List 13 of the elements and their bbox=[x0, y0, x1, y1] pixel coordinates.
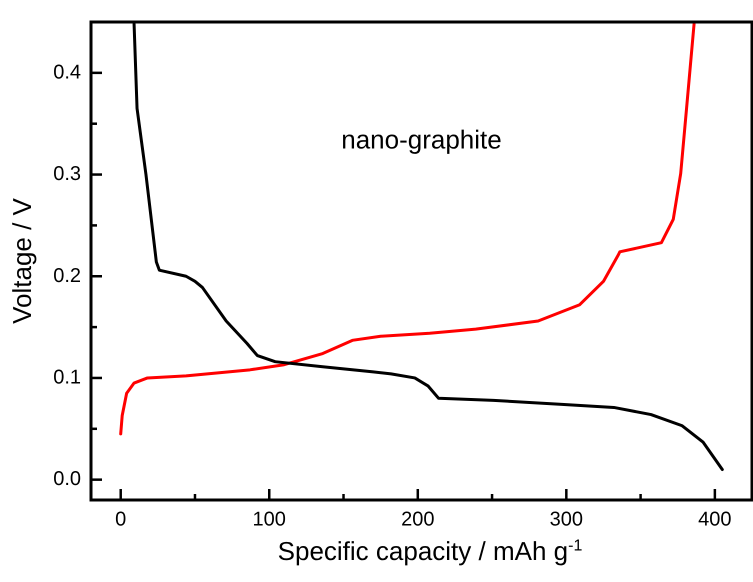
x-tick-label: 100 bbox=[252, 508, 286, 531]
y-tick-label: 0.0 bbox=[53, 468, 82, 490]
y-tick-label: 0.1 bbox=[53, 366, 82, 388]
x-tick-label: 0 bbox=[115, 508, 126, 531]
y-tick-label: 0.3 bbox=[53, 163, 82, 186]
y-axis-title: Voltage / V bbox=[6, 197, 37, 324]
x-axis-title: Specific capacity / mAh g$^{-1}$ bbox=[276, 536, 584, 567]
x-tick-label: 400 bbox=[698, 508, 732, 531]
annotation: nano-graphite bbox=[341, 124, 502, 155]
y-tick-label: 0.2 bbox=[53, 264, 82, 287]
x-tick-label: 200 bbox=[401, 508, 434, 531]
x-tick-label: 300 bbox=[550, 508, 584, 531]
y-tick-label: 0.4 bbox=[53, 61, 82, 84]
